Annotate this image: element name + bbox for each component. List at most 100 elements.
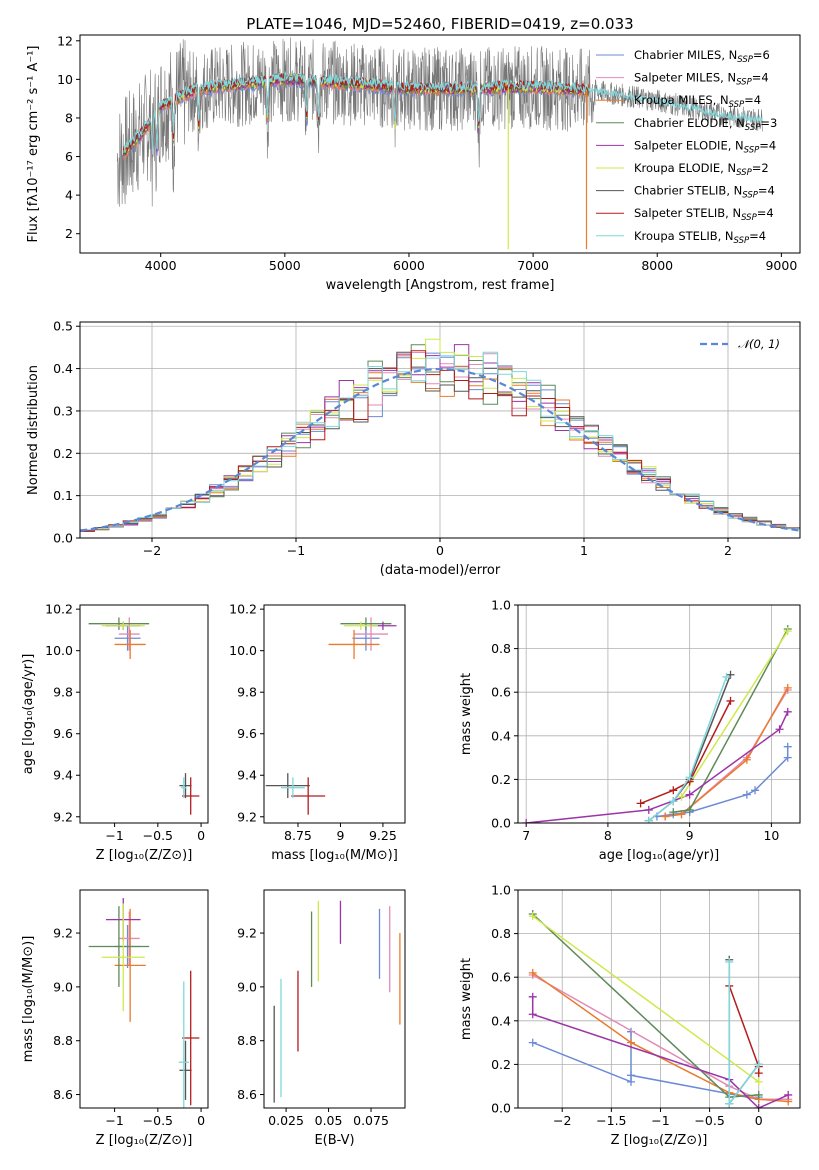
- mass-weight-marker: [754, 1069, 763, 1078]
- residuals-ytick-label: 0.3: [53, 403, 73, 418]
- mass-weight-marker: [685, 773, 694, 782]
- mass-weight-vs-Z-plot-area: [528, 909, 793, 1108]
- errorbar-point: [178, 981, 189, 1108]
- mass-weight-vs-Z-ytick-label: 0.0: [491, 1101, 511, 1116]
- mass-weight-vs-Z-ytick-label: 0.4: [491, 1013, 511, 1028]
- spectrum-ytick-label: 10: [57, 72, 73, 87]
- errorbar-point: [114, 908, 146, 1022]
- mass-weight-line: [640, 700, 732, 805]
- mass-vs-EBV-plot-area: [273, 900, 401, 1103]
- legend-count: =4: [759, 138, 776, 152]
- mass-weight-vs-Z-axes: −2 −1.5 −1 −0.5 0 0.0 0.2 0.4 0.6 0.8 1.0 Z [log₁₀(…: [459, 883, 801, 1148]
- spectrum-xtick-label: 7000: [517, 258, 549, 273]
- legend-count: =2: [752, 161, 769, 175]
- mass-weight-line: [526, 711, 789, 823]
- errorbar-point: [88, 906, 150, 987]
- mass-vs-Z-axes: −1 −0.5 0 8.6 8.8 9.0 9.2 Z [log₁₀(Z/Z⊙)] mass […: [21, 889, 209, 1148]
- legend-entry: 𝒩(0, 1): [738, 337, 780, 351]
- mass-weight-vs-age-ylabel: mass weight: [459, 673, 474, 755]
- mass-vs-Z-xtick-label: −0.5: [143, 1113, 173, 1128]
- mass-weight-marker: [754, 1077, 763, 1086]
- mass-weight-vs-Z-xlabel: Z [log₁₀(Z/Z⊙)]: [611, 1133, 708, 1148]
- mass-weight-marker: [677, 792, 686, 801]
- spectrum-ytick-label: 2: [65, 226, 73, 241]
- residuals-ytick-label: 0.1: [53, 488, 73, 503]
- mass-weight-vs-age-xtick-label: 7: [522, 828, 530, 843]
- residuals-panel: −2 −1 0 1 2 0.0 0.1 0.2 0.3 0.4 0.5 (data-model)/er…: [26, 319, 801, 578]
- legend-subscript: SSP: [745, 123, 761, 133]
- mass-weight-marker: [783, 753, 792, 762]
- mass-weight-marker: [528, 992, 537, 1001]
- mass-weight-marker: [669, 797, 678, 806]
- mass-weight-line: [728, 961, 760, 1106]
- mass-weight-marker: [528, 968, 537, 977]
- legend-count: =6: [753, 48, 770, 62]
- spectrum-xtick-label: 8000: [641, 258, 673, 273]
- errorbar-point: [280, 777, 305, 799]
- mass-weight-marker: [754, 1060, 763, 1069]
- mass-vs-Z-panel: −1 −0.5 0 8.6 8.8 9.0 9.2 Z [log₁₀(Z/Z⊙)] mass […: [21, 889, 209, 1148]
- age-vs-Z-xtick-label: −0.5: [143, 828, 173, 843]
- mass-vs-EBV-xlabel: E(B-V): [314, 1133, 354, 1148]
- legend-subscript: SSP: [741, 213, 757, 223]
- mass-weight-vs-Z-ytick-label: 0.2: [491, 1057, 511, 1072]
- legend-entry: Chabrier STELIB, NSSP=4: [634, 184, 775, 201]
- mass-weight-vs-age-ytick-label: 0.4: [491, 728, 511, 743]
- legend-entry: Chabrier ELODIE, NSSP=3: [634, 116, 777, 133]
- mass-weight-line: [532, 915, 760, 1083]
- age-vs-Z-xtick-label: 0: [197, 828, 205, 843]
- spectrum-xtick-label: 9000: [765, 258, 797, 273]
- mass-weight-marker: [528, 1010, 537, 1019]
- mass-vs-Z-frame: [79, 889, 209, 1109]
- age-vs-Z-panel: −1 −0.5 0 9.2 9.4 9.6 9.8 10.0 10.2 Z [log₁₀(Z/Z⊙…: [21, 602, 209, 863]
- mass-weight-vs-age-panel: 7 8 9 10 0.0 0.2 0.4 0.6 0.8 1.0 age [log₁₀(age/yr…: [459, 598, 801, 863]
- age-vs-mass-ytick-label: 9.2: [237, 809, 257, 824]
- spectrum-ytick-label: 6: [65, 149, 73, 164]
- errorbar-point: [114, 625, 141, 651]
- age-vs-Z-ytick-label: 9.8: [53, 685, 73, 700]
- age-vs-mass-axes: 8.75 9 9.25 9.2 9.4 9.6 9.8 10.0 10.2 mass [log₁₀…: [229, 602, 406, 863]
- mass-weight-marker: [784, 1090, 793, 1099]
- mass-vs-Z-xtick-label: −1: [105, 1113, 123, 1128]
- mass-weight-marker: [751, 786, 760, 795]
- age-vs-mass-ytick-label: 9.4: [237, 768, 257, 783]
- mass-vs-Z-ylabel: mass [log₁₀(M/M⊙)]: [21, 936, 36, 1063]
- mass-weight-marker: [783, 683, 792, 692]
- age-vs-mass-xtick-label: 9: [336, 828, 344, 843]
- mass-weight-vs-Z-ytick-label: 0.6: [491, 970, 511, 985]
- age-vs-mass-ytick-label: 9.8: [237, 685, 257, 700]
- age-vs-mass-ytick-label: 10.2: [229, 602, 257, 617]
- mass-weight-vs-age-xtick-label: 8: [604, 828, 612, 843]
- legend-count: =4: [744, 93, 761, 107]
- residuals-ytick-label: 0.5: [53, 319, 73, 334]
- errorbar-point: [354, 617, 389, 651]
- spectrum-ytick-label: 12: [57, 33, 73, 48]
- mass-vs-EBV-axes: 0.025 0.05 0.075 8.6 8.8 9.0 9.2 E(B-V): [237, 889, 406, 1148]
- mass-weight-line: [648, 676, 728, 822]
- mass-weight-marker: [669, 786, 678, 795]
- mass-weight-marker: [725, 1099, 734, 1108]
- spectrum-panel: 4000 5000 6000 7000 8000 9000 2 4 6 8 10 12 waveleng…: [26, 33, 801, 293]
- errorbar-point: [101, 621, 145, 630]
- mass-vs-Z-xlabel: Z [log₁₀(Z/Z⊙)]: [96, 1133, 193, 1148]
- residuals-legend: 𝒩(0, 1): [700, 337, 780, 351]
- mass-weight-vs-age-xtick-label: 9: [686, 828, 694, 843]
- mass-weight-vs-Z-xtick-label: −1.5: [596, 1113, 626, 1128]
- residuals-xtick-label: 0: [436, 543, 444, 558]
- legend-entry: Chabrier MILES, NSSP=6: [634, 48, 770, 65]
- mass-weight-marker: [726, 696, 735, 705]
- errorbar-point: [118, 617, 140, 651]
- age-vs-Z-ytick-label: 10.0: [45, 643, 73, 658]
- mass-weight-vs-Z-ytick-label: 0.8: [491, 926, 511, 941]
- mass-weight-vs-Z-panel: −2 −1.5 −1 −0.5 0 0.0 0.2 0.4 0.6 0.8 1.0 Z [log₁₀(…: [459, 883, 801, 1148]
- spectrum-model-line: [123, 70, 763, 155]
- age-vs-Z-xlabel: Z [log₁₀(Z/Z⊙)]: [96, 848, 193, 863]
- errorbar-point: [88, 617, 150, 630]
- mass-weight-vs-age-ytick-label: 0.2: [491, 772, 511, 787]
- residuals-ytick-label: 0.0: [53, 531, 73, 546]
- residuals-plot-area: [80, 338, 800, 532]
- age-vs-mass-xtick-label: 8.75: [284, 828, 312, 843]
- mass-weight-marker: [783, 707, 792, 716]
- age-vs-Z-frame: [79, 604, 209, 824]
